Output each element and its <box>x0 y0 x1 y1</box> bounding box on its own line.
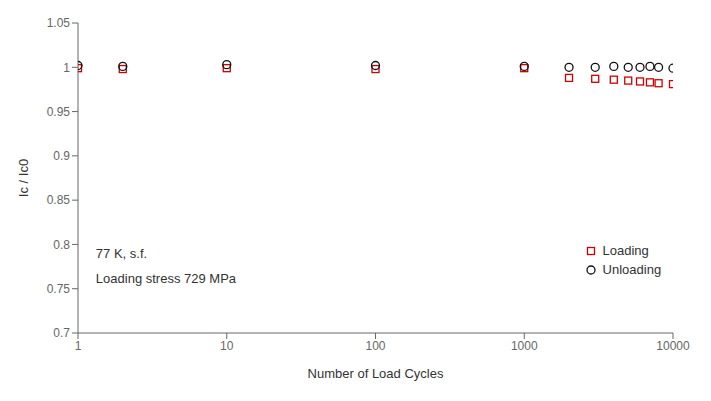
svg-text:0.8: 0.8 <box>53 238 70 252</box>
svg-text:0.95: 0.95 <box>47 105 71 119</box>
svg-text:0.85: 0.85 <box>47 193 71 207</box>
svg-text:0.75: 0.75 <box>47 282 71 296</box>
html-text:Loading: Loading <box>602 243 649 259</box>
svg-text:Number of Load Cycles: Number of Load Cycles <box>308 366 444 381</box>
svg-text:1: 1 <box>63 61 70 75</box>
svg-text:1000: 1000 <box>511 339 538 353</box>
svg-text:1.05: 1.05 <box>47 16 71 30</box>
svg-text:100: 100 <box>365 339 385 353</box>
svg-text:10: 10 <box>220 339 234 353</box>
svg-text:1: 1 <box>75 339 82 353</box>
html-text:Loading stress 729 MPa: Loading stress 729 MPa <box>95 271 236 286</box>
svg-text:10000: 10000 <box>656 339 690 353</box>
html-text:77 K, s.f.: 77 K, s.f. <box>95 246 148 262</box>
svg-text:Ic / Ic0: Ic / Ic0 <box>16 159 31 197</box>
svg-text:0.7: 0.7 <box>53 326 70 340</box>
svg-text:0.9: 0.9 <box>53 149 70 163</box>
html-text:Unloading: Unloading <box>602 262 662 278</box>
